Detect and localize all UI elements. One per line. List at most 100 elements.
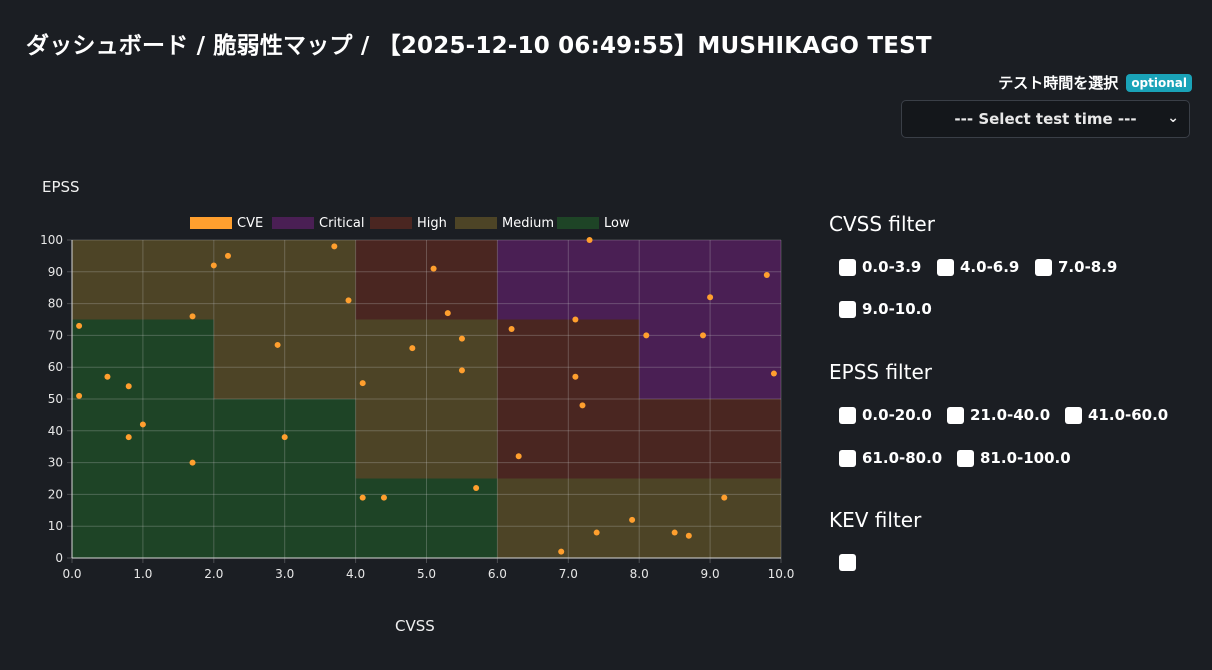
cve-point xyxy=(125,383,132,390)
page-title: ダッシュボード / 脆弱性マップ / 【2025-12-10 06:49:55】… xyxy=(26,33,932,59)
cve-point xyxy=(281,434,288,441)
checkbox[interactable] xyxy=(957,449,974,467)
region-medium-3 xyxy=(72,240,214,320)
region-high-9 xyxy=(639,399,781,479)
checkbox[interactable] xyxy=(839,258,856,276)
y-tick-label: 80 xyxy=(48,297,63,311)
cve-point xyxy=(189,459,196,466)
checkbox[interactable] xyxy=(839,449,856,467)
legend-label-cve: CVE xyxy=(237,216,263,231)
y-tick-label: 20 xyxy=(48,487,63,501)
cve-point xyxy=(629,516,636,523)
legend-label-high: High xyxy=(417,216,447,231)
x-tick-label: 1.0 xyxy=(133,567,152,581)
cve-point xyxy=(104,373,111,380)
legend-label-critical: Critical xyxy=(319,216,364,231)
epss-filter-0-20[interactable]: 0.0-20.0 xyxy=(839,406,932,424)
epss-filter-81-100[interactable]: 81.0-100.0 xyxy=(957,449,1071,467)
x-tick-label: 0.0 xyxy=(62,567,81,581)
kev-filter-checkbox[interactable] xyxy=(839,554,856,571)
checkbox[interactable] xyxy=(839,300,856,318)
test-time-select[interactable]: --- Select test time --- ⌄ xyxy=(901,100,1190,138)
y-axis-title: EPSS xyxy=(42,178,80,196)
x-tick-label: 5.0 xyxy=(417,567,436,581)
test-time-label: テスト時間を選択 xyxy=(998,74,1119,92)
x-tick-label: 9.0 xyxy=(701,567,720,581)
epss-filter-21-40[interactable]: 21.0-40.0 xyxy=(947,406,1050,424)
cve-point xyxy=(593,529,600,536)
cve-point xyxy=(224,252,231,259)
x-tick-label: 6.0 xyxy=(488,567,507,581)
legend-label-low: Low xyxy=(604,216,630,231)
legend-swatch-critical xyxy=(272,217,314,229)
test-time-label-row: テスト時間を選択 optional xyxy=(998,72,1192,93)
region-medium-6 xyxy=(497,478,781,558)
x-tick-label: 8.0 xyxy=(630,567,649,581)
x-tick-label: 4.0 xyxy=(346,567,365,581)
cve-point xyxy=(586,237,593,243)
cvss-filter-7-8.9[interactable]: 7.0-8.9 xyxy=(1035,258,1117,276)
cve-point xyxy=(473,485,480,492)
x-axis-title: CVSS xyxy=(395,617,435,635)
y-tick-label: 70 xyxy=(48,328,63,342)
cve-point xyxy=(76,322,83,329)
cve-point xyxy=(579,402,586,409)
region-low-2 xyxy=(355,478,498,558)
cve-point xyxy=(721,494,728,501)
checkbox[interactable] xyxy=(1065,406,1082,424)
optional-badge: optional xyxy=(1126,73,1192,92)
region-high-7 xyxy=(355,240,498,320)
cve-point xyxy=(770,370,777,377)
cve-point xyxy=(139,421,146,428)
y-tick-label: 10 xyxy=(48,519,63,533)
kev-filter-title: KEV filter xyxy=(829,508,922,532)
vulnerability-scatter-chart[interactable]: 0.0 1.0 2.0 3.0 4.0 5.0 6.0 7.0 8.0 9.0 10.0 0 10 20 3… xyxy=(0,200,800,600)
y-tick-label: 60 xyxy=(48,360,63,374)
cve-point xyxy=(76,392,83,399)
cvss-filter-0-3.9[interactable]: 0.0-3.9 xyxy=(839,258,921,276)
cve-point xyxy=(700,332,707,339)
legend-swatch-cve xyxy=(190,217,232,229)
cve-point xyxy=(409,345,416,352)
y-tick-label: 40 xyxy=(48,424,63,438)
region-high-8 xyxy=(497,319,640,479)
cve-point xyxy=(359,380,366,387)
cve-point xyxy=(515,453,522,460)
y-tick-label: 100 xyxy=(40,233,63,247)
checkbox[interactable] xyxy=(947,406,964,424)
cvss-filter-4-6.9[interactable]: 4.0-6.9 xyxy=(937,258,1019,276)
cve-point xyxy=(572,373,579,380)
cve-point xyxy=(707,294,714,301)
region-medium-5 xyxy=(355,319,498,479)
epss-filter-41-60[interactable]: 41.0-60.0 xyxy=(1065,406,1168,424)
cve-point xyxy=(125,434,132,441)
epss-filter-61-80[interactable]: 61.0-80.0 xyxy=(839,449,942,467)
region-low-0 xyxy=(72,319,214,558)
region-critical-11 xyxy=(639,319,781,399)
cve-point xyxy=(210,262,217,269)
cve-point xyxy=(458,335,465,342)
x-tick-label: 10.0 xyxy=(768,567,795,581)
checkbox[interactable] xyxy=(1035,258,1052,276)
cve-point xyxy=(430,265,437,272)
chevron-up-down-icon: ⌄ xyxy=(1167,110,1179,126)
region-low-1 xyxy=(213,399,356,558)
cve-point xyxy=(359,494,366,501)
cve-point xyxy=(558,548,565,555)
checkbox[interactable] xyxy=(839,554,856,571)
checkbox[interactable] xyxy=(839,406,856,424)
y-tick-label: 30 xyxy=(48,456,63,470)
cve-point xyxy=(189,313,196,320)
epss-filter-title: EPSS filter xyxy=(829,360,932,384)
cve-point xyxy=(444,310,451,317)
cve-point xyxy=(458,367,465,374)
legend-swatch-low xyxy=(557,217,599,229)
x-tick-label: 2.0 xyxy=(204,567,223,581)
cvss-filter-9-10[interactable]: 9.0-10.0 xyxy=(839,300,932,318)
y-tick-label: 90 xyxy=(48,265,63,279)
checkbox[interactable] xyxy=(937,258,954,276)
legend-swatch-medium xyxy=(455,217,497,229)
region-medium-4 xyxy=(213,240,356,399)
y-tick-label: 50 xyxy=(48,392,63,406)
cve-point xyxy=(763,271,770,278)
